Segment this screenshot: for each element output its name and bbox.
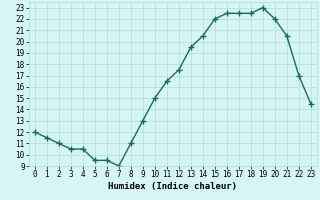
X-axis label: Humidex (Indice chaleur): Humidex (Indice chaleur) <box>108 182 237 191</box>
